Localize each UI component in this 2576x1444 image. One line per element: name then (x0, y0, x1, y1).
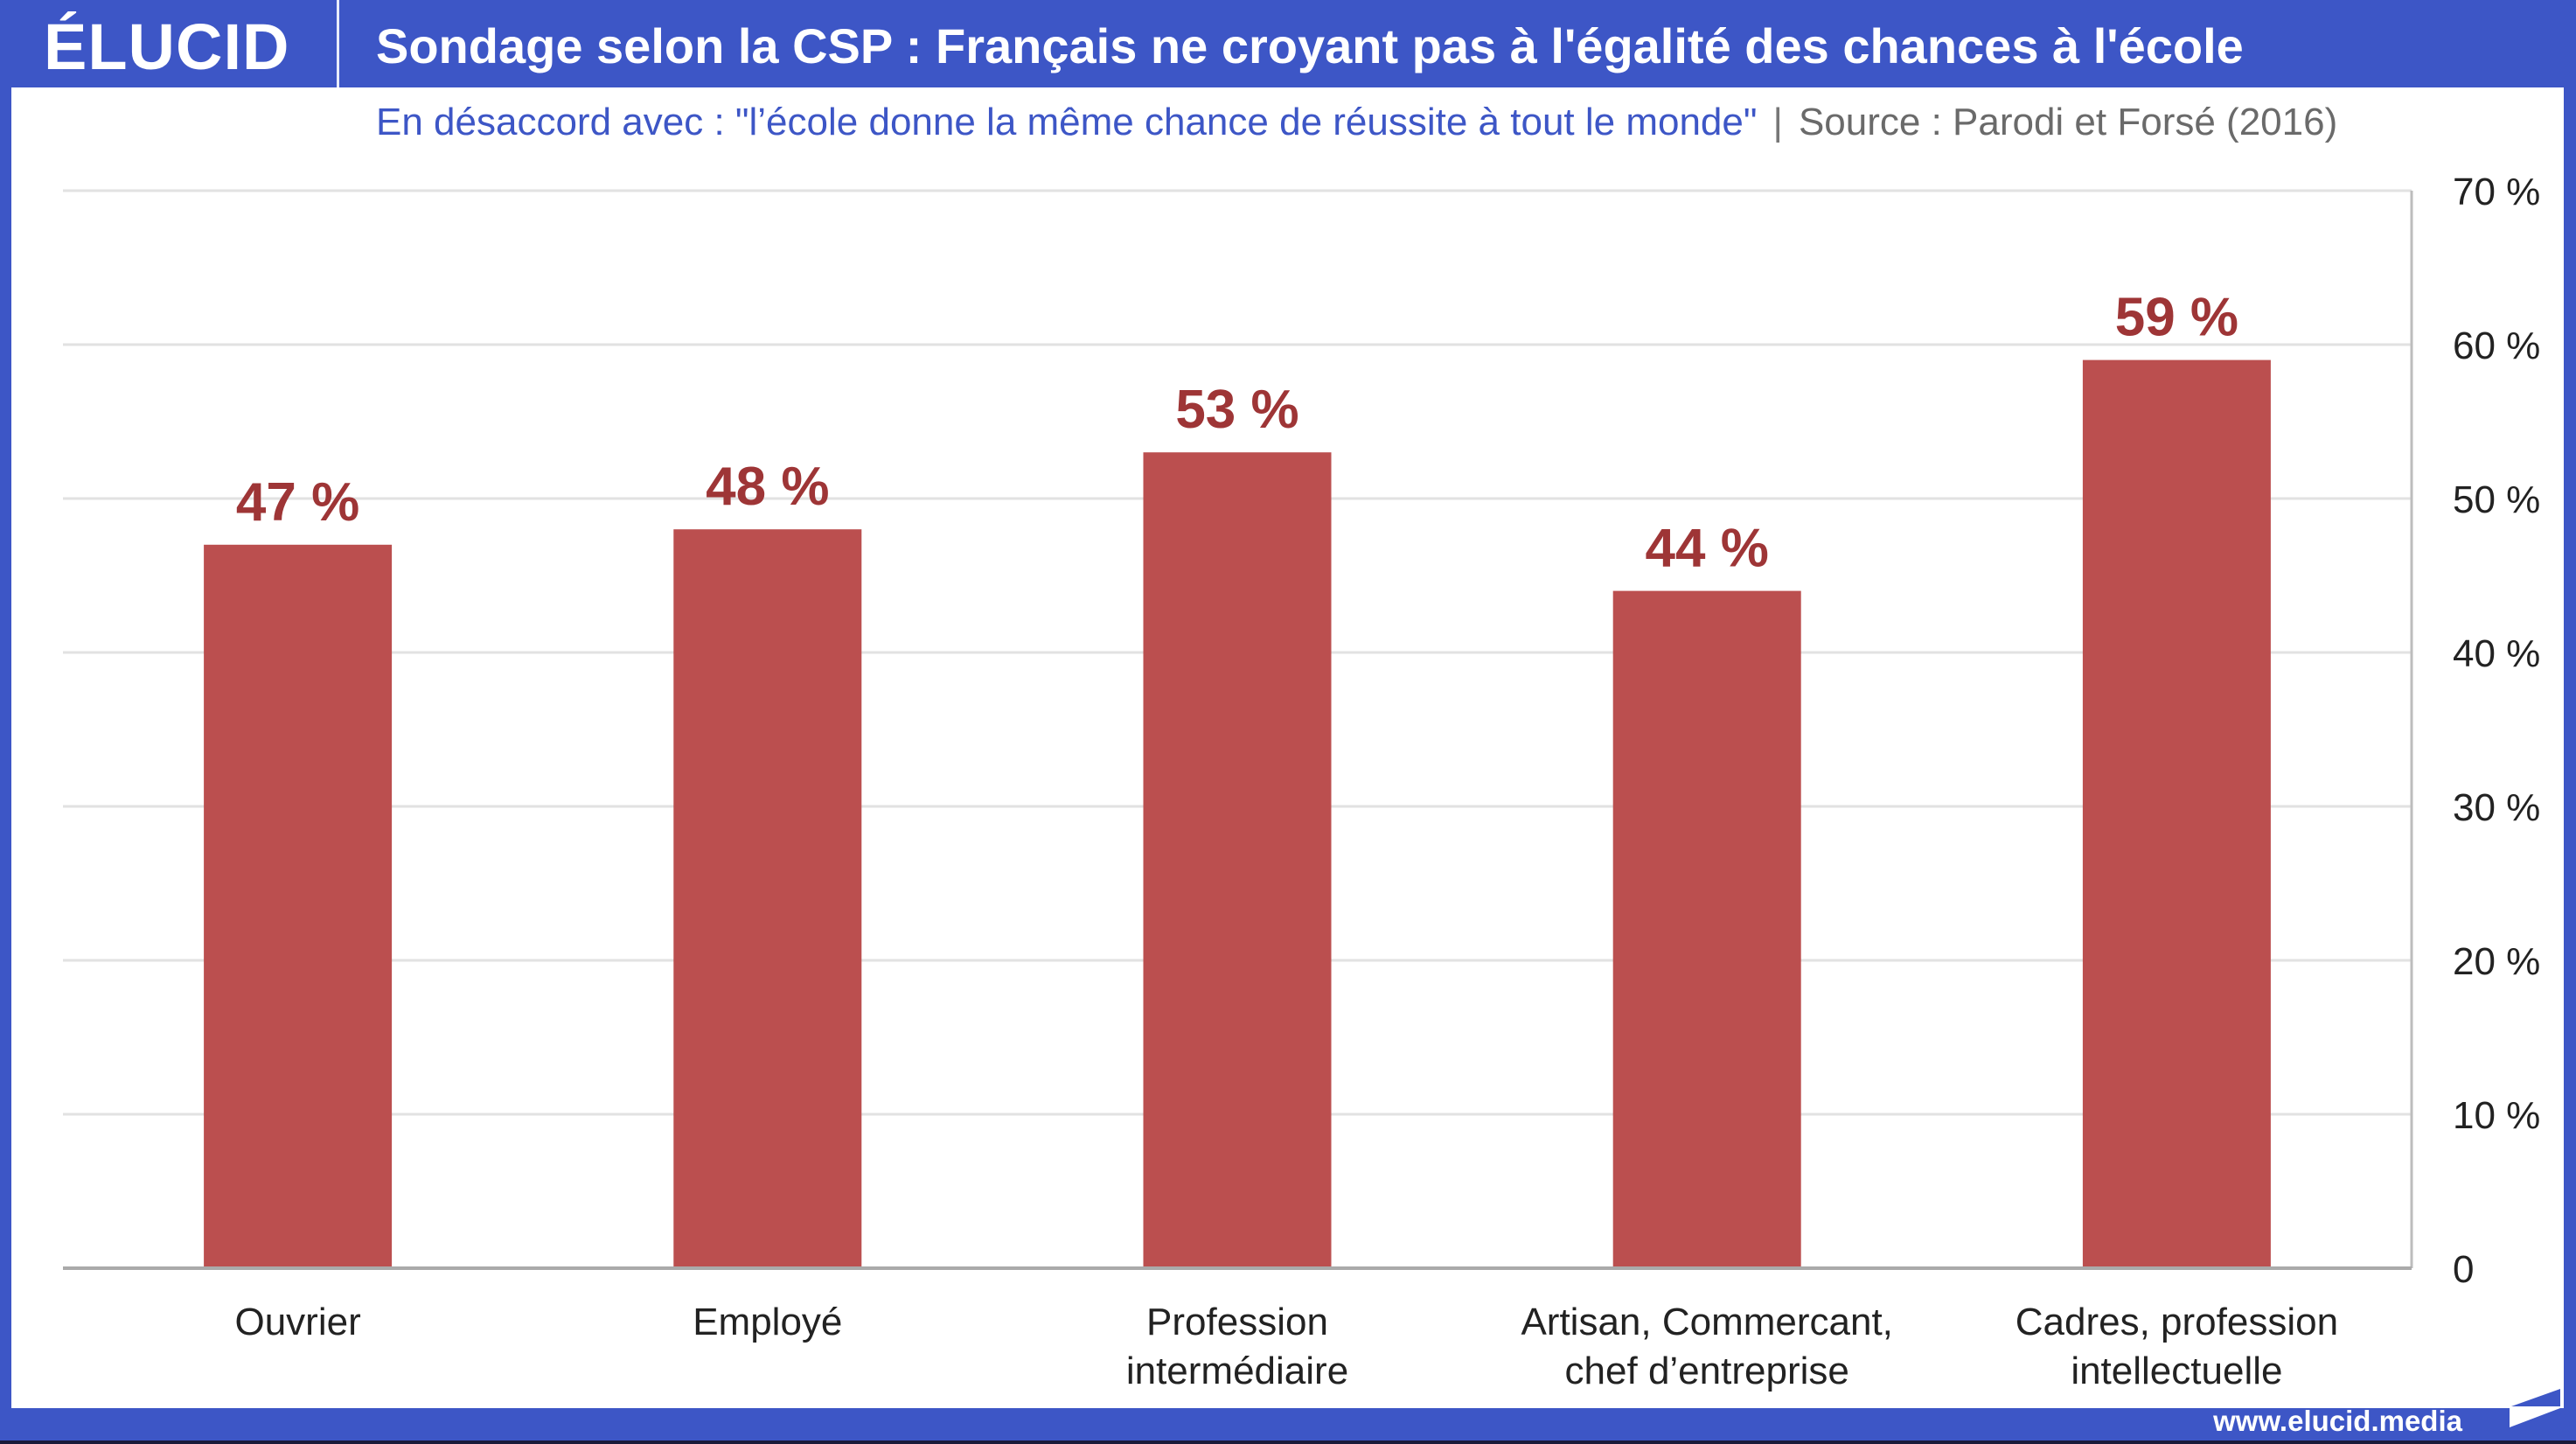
bar (204, 544, 393, 1268)
elucid-logo: ÉLUCID (44, 10, 290, 83)
header-divider (337, 0, 339, 87)
bar (673, 529, 862, 1268)
data-label: 59 % (2115, 288, 2238, 348)
header-bar: ÉLUCID Sondage selon la CSP : Français n… (0, 0, 2576, 87)
bottom-stripe (0, 1441, 2576, 1444)
x-tick-label: intermédiaire (1126, 1350, 1348, 1392)
bar (1143, 452, 1332, 1268)
y-tick-label: 50 % (2453, 478, 2540, 521)
y-tick-label: 70 % (2453, 171, 2540, 213)
subtitle-question: En désaccord avec : "l’école donne la mê… (376, 101, 1758, 143)
elucid-mark-icon (2510, 1389, 2560, 1427)
subtitle: En désaccord avec : "l’école donne la mê… (376, 96, 2337, 149)
x-tick-label: Cadres, profession (2016, 1301, 2338, 1343)
y-tick-label: 0 (2453, 1248, 2474, 1291)
bar (2082, 359, 2271, 1269)
x-tick-label: chef d’entreprise (1565, 1350, 1849, 1392)
data-label: 48 % (706, 457, 829, 517)
x-tick-label: Profession (1146, 1301, 1328, 1343)
chart-title: Sondage selon la CSP : Français ne croya… (376, 18, 2244, 73)
x-tick-label: Ouvrier (234, 1301, 360, 1343)
source-text: Source : Parodi et Forsé (2016) (1798, 101, 2338, 143)
data-label: 47 % (236, 472, 359, 533)
x-tick-label: Artisan, Commercant, (1521, 1301, 1892, 1343)
y-tick-label: 40 % (2453, 632, 2540, 675)
y-tick-label: 10 % (2453, 1094, 2540, 1137)
data-label: 53 % (1175, 380, 1298, 440)
footer-url[interactable]: www.elucid.media (2213, 1405, 2462, 1437)
x-tick-label: Employé (693, 1301, 842, 1343)
bar (1612, 590, 1801, 1268)
y-tick-label: 30 % (2453, 786, 2540, 829)
x-tick-label: intellectuelle (2071, 1350, 2282, 1392)
subtitle-separator: | (1772, 101, 1783, 143)
y-tick-label: 60 % (2453, 324, 2540, 367)
y-tick-label: 20 % (2453, 940, 2540, 983)
data-label: 44 % (1646, 519, 1769, 579)
